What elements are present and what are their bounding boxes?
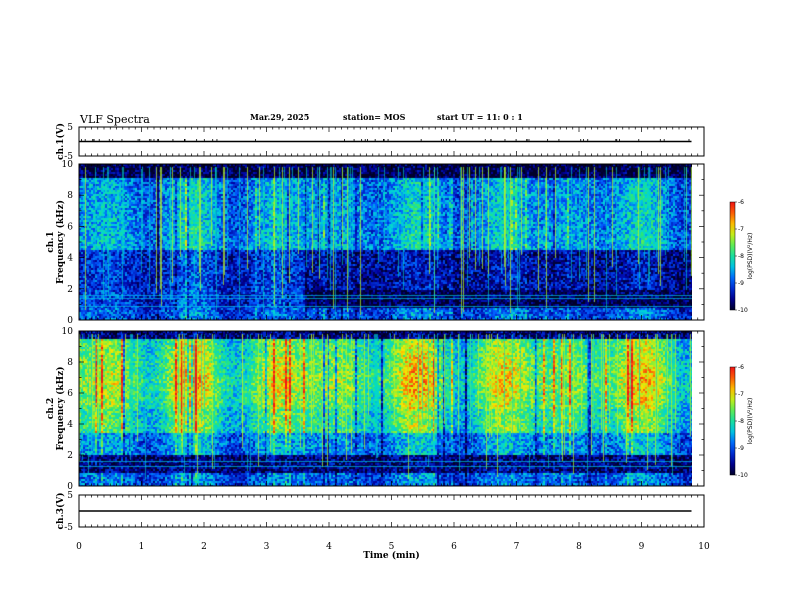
y-tick-label: 2: [67, 285, 73, 295]
x-tick-label: 2: [201, 542, 207, 552]
x-tick-label: 9: [639, 542, 645, 552]
y-tick-label: 5: [67, 123, 73, 133]
colorbar-tick-label: -7: [738, 226, 744, 233]
y-tick-label: 10: [62, 160, 74, 170]
x-tick-label: 1: [139, 542, 145, 552]
y-axis-label: ch.3(V): [55, 493, 66, 530]
start-time-label: start UT = 11: 0 : 1: [437, 112, 523, 122]
ch1-spectrogram-image: [79, 164, 692, 320]
y-tick-label: 8: [67, 191, 73, 201]
colorbar-label-text: log(PSD)(V²/Hz): [747, 233, 754, 280]
colorbar-2: [729, 366, 736, 476]
colorbar-tick-label: -9: [738, 280, 744, 287]
y-axis-label-line: Frequency (kHz): [55, 366, 66, 450]
colorbar-label-text: log(PSD)(V²/Hz): [747, 398, 754, 445]
y-axis-label-line: ch.2: [46, 398, 56, 419]
colorbar-tick-label: -10: [738, 472, 748, 479]
x-tick-label: 4: [326, 542, 332, 552]
y-tick-label: 0: [67, 316, 73, 326]
y-tick-label: 10: [62, 327, 74, 337]
x-tick-label: 8: [576, 542, 582, 552]
colorbar-tick-label: -6: [738, 364, 744, 371]
ch1-spectrogram-image-blank: [692, 164, 704, 320]
y-axis-label: ch.1(V): [55, 123, 66, 160]
y-tick-label: -5: [64, 152, 73, 162]
ch2-spectrogram-image: [79, 331, 692, 486]
y-axis-label-line: Frequency (kHz): [55, 200, 66, 284]
y-axis-label-line: ch.1: [46, 231, 56, 252]
y-tick-label: 5: [67, 491, 73, 501]
colorbar-tick-label: -7: [738, 391, 744, 398]
y-tick-label: 2: [67, 451, 73, 461]
colorbar-tick-label: -6: [738, 199, 744, 206]
x-tick-label: 5: [389, 542, 395, 552]
x-tick-label: 7: [514, 542, 520, 552]
y-tick-label: -5: [64, 523, 73, 533]
y-axis-label: ch.1 Frequency (kHz): [46, 200, 66, 284]
x-tick-label: 0: [76, 542, 82, 552]
chart-title: VLF Spectra: [80, 113, 150, 126]
y-axis-label-line: ch.3(V): [55, 493, 66, 530]
colorbar-1: [729, 201, 736, 311]
y-tick-label: 6: [67, 222, 73, 232]
ch2-spectrogram-image-blank: [692, 331, 704, 486]
date-label: Mar.29, 2025: [250, 112, 310, 122]
colorbar-label: log(PSD)(V²/Hz): [747, 233, 754, 280]
colorbar-label: log(PSD)(V²/Hz): [747, 398, 754, 445]
y-axis-label: ch.2 Frequency (kHz): [46, 366, 66, 450]
y-tick-label: 4: [67, 254, 73, 264]
x-axis-label: Time (min): [363, 550, 420, 561]
x-tick-label: 3: [264, 542, 270, 552]
colorbar-tick-label: -8: [738, 253, 744, 260]
x-tick-label: 6: [451, 542, 457, 552]
station-label: station= MOS: [343, 112, 406, 122]
colorbar-tick-label: -9: [738, 445, 744, 452]
colorbar-tick-label: -8: [738, 418, 744, 425]
y-axis-label-line: ch.1(V): [55, 123, 66, 160]
y-tick-label: 0: [67, 482, 73, 492]
y-tick-label: 8: [67, 358, 73, 368]
y-tick-label: 4: [67, 420, 73, 430]
x-tick-label: 10: [698, 542, 710, 552]
y-tick-label: 6: [67, 389, 73, 399]
colorbar-tick-label: -10: [738, 307, 748, 314]
